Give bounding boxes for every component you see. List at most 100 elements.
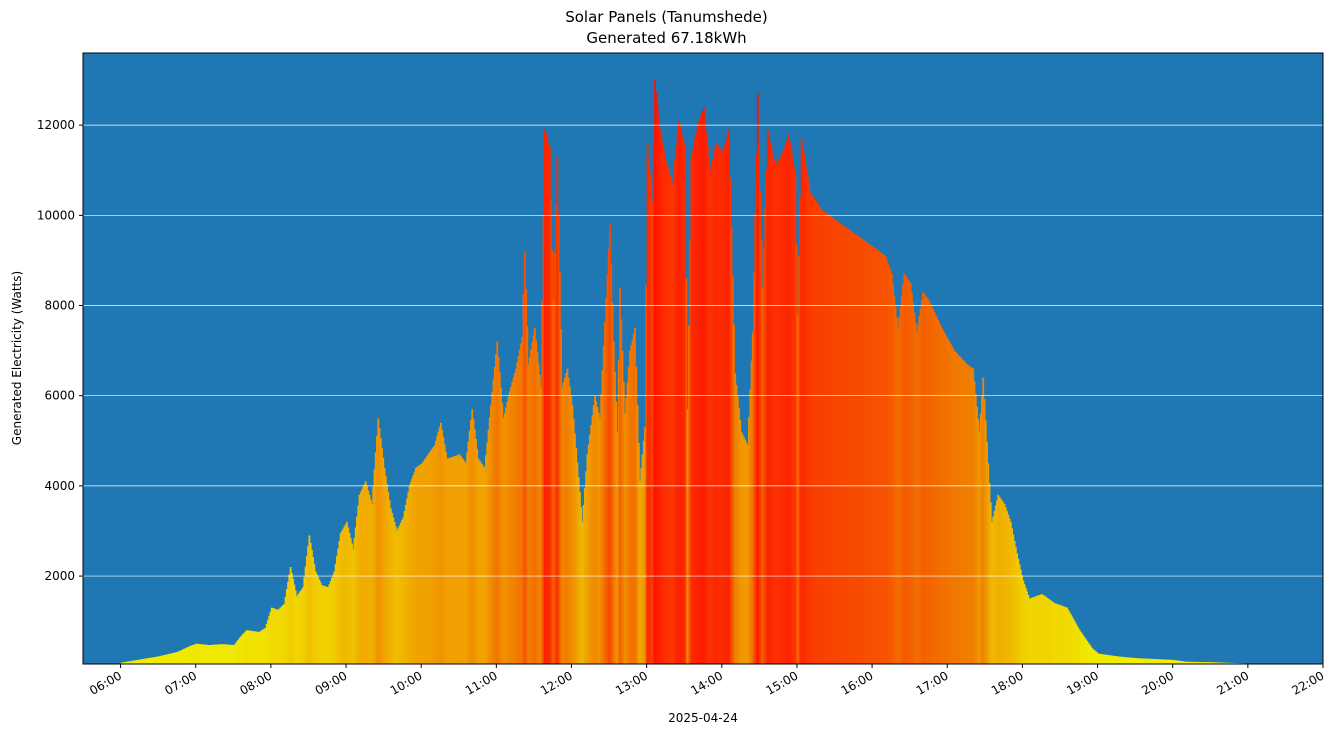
bar bbox=[816, 203, 819, 665]
bar bbox=[685, 278, 688, 664]
bar bbox=[547, 143, 550, 664]
bar bbox=[636, 404, 639, 664]
bar bbox=[672, 171, 675, 664]
bar bbox=[212, 644, 214, 664]
bar bbox=[1006, 511, 1008, 664]
bar bbox=[377, 418, 380, 664]
bar bbox=[677, 120, 680, 664]
bar bbox=[1177, 660, 1180, 664]
bar bbox=[587, 444, 590, 664]
bar bbox=[1190, 661, 1193, 664]
bar bbox=[1191, 661, 1194, 664]
bar bbox=[199, 644, 202, 664]
bar bbox=[558, 271, 561, 664]
x-tick-label: 16:00 bbox=[839, 668, 876, 697]
bar bbox=[942, 330, 945, 664]
bar bbox=[328, 584, 331, 664]
bar bbox=[413, 471, 416, 664]
bar bbox=[198, 643, 201, 664]
bar bbox=[140, 659, 143, 664]
bar bbox=[1156, 659, 1159, 664]
bar bbox=[248, 630, 251, 664]
bar bbox=[964, 362, 967, 664]
bar bbox=[225, 644, 228, 664]
bar bbox=[820, 209, 823, 664]
bar bbox=[421, 463, 424, 664]
bar bbox=[448, 457, 451, 664]
bar bbox=[1180, 661, 1183, 664]
bar bbox=[391, 512, 393, 664]
bar bbox=[275, 609, 278, 664]
bar bbox=[601, 370, 604, 664]
y-axis-label: Generated Electricity (Watts) bbox=[10, 271, 24, 445]
x-tick-label: 19:00 bbox=[1064, 668, 1101, 697]
bar bbox=[612, 341, 615, 664]
bar bbox=[1069, 614, 1072, 664]
bar bbox=[689, 240, 692, 664]
bar bbox=[620, 319, 623, 664]
bar bbox=[959, 357, 962, 664]
bar bbox=[458, 454, 461, 664]
bar bbox=[1206, 662, 1209, 664]
bar bbox=[1217, 662, 1220, 664]
bar bbox=[153, 657, 155, 664]
bar bbox=[337, 548, 340, 664]
bar bbox=[341, 530, 343, 664]
bar bbox=[962, 360, 965, 664]
bar bbox=[1122, 656, 1125, 664]
bar bbox=[502, 418, 505, 664]
bar bbox=[853, 233, 856, 664]
bar bbox=[1136, 658, 1139, 664]
bar bbox=[597, 412, 600, 664]
bar bbox=[174, 652, 177, 664]
bar bbox=[652, 140, 655, 664]
bar bbox=[629, 350, 631, 664]
bar bbox=[863, 240, 866, 664]
bar bbox=[710, 164, 713, 664]
bar bbox=[472, 419, 475, 664]
bar bbox=[213, 644, 216, 664]
bar bbox=[882, 254, 884, 665]
bar bbox=[576, 462, 579, 664]
bar bbox=[368, 494, 371, 664]
x-tick-label: 14:00 bbox=[688, 668, 725, 697]
bar bbox=[553, 252, 556, 664]
bar bbox=[131, 660, 134, 664]
bar bbox=[298, 592, 301, 664]
bar bbox=[552, 301, 555, 664]
bar bbox=[917, 324, 920, 664]
bar bbox=[1013, 540, 1016, 664]
bar bbox=[857, 236, 859, 664]
bar bbox=[239, 636, 242, 664]
bar bbox=[1101, 654, 1104, 664]
bar bbox=[563, 377, 566, 664]
bar bbox=[844, 227, 847, 664]
bar bbox=[909, 282, 912, 664]
bar bbox=[483, 467, 486, 664]
bar bbox=[755, 153, 758, 664]
bar bbox=[799, 197, 802, 665]
bar bbox=[888, 266, 891, 664]
bar bbox=[175, 652, 178, 664]
bar bbox=[551, 249, 554, 664]
bar bbox=[342, 528, 345, 664]
bar bbox=[934, 314, 937, 664]
bar bbox=[1157, 659, 1160, 664]
bar bbox=[555, 204, 558, 664]
bar bbox=[386, 484, 388, 664]
bar bbox=[506, 402, 509, 664]
bar bbox=[567, 377, 570, 664]
bar bbox=[515, 368, 517, 664]
bar bbox=[455, 455, 457, 664]
bar bbox=[272, 608, 274, 664]
bar bbox=[700, 114, 703, 664]
bar bbox=[1222, 662, 1225, 664]
bar bbox=[903, 273, 906, 664]
bar bbox=[930, 306, 933, 664]
bar bbox=[1113, 655, 1116, 664]
bar bbox=[637, 443, 640, 664]
bar bbox=[690, 156, 693, 664]
bar bbox=[166, 654, 169, 664]
bar bbox=[845, 227, 848, 664]
